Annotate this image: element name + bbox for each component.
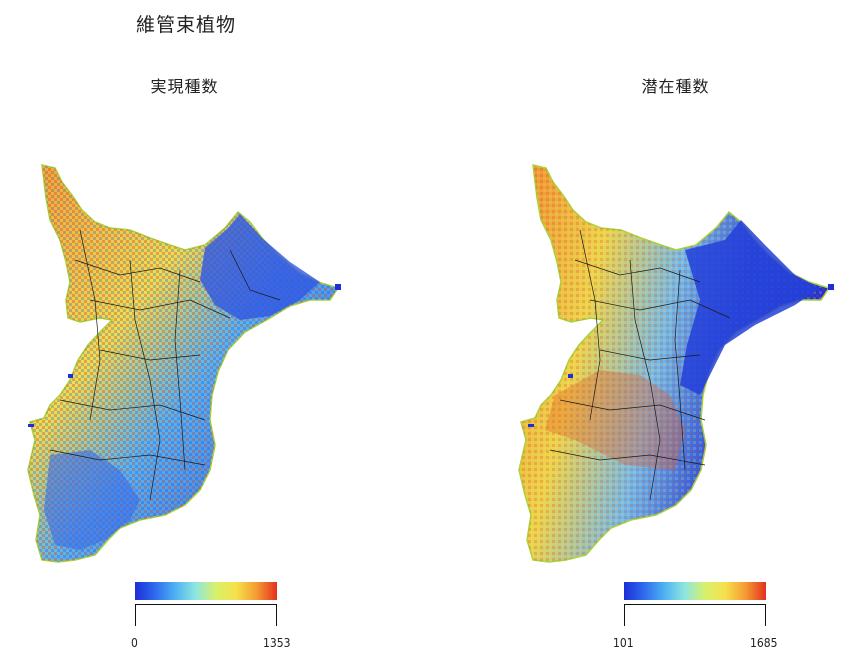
colorbar-realized: [135, 582, 277, 600]
scale-min-label: 0: [131, 636, 138, 650]
colorbar-potential: [624, 582, 766, 600]
panel-title: 潜在種数: [641, 77, 710, 96]
municipal-boundaries: [49, 229, 281, 501]
scale-max-label: 1685: [750, 636, 778, 650]
panel-title: 実現種数: [150, 77, 219, 96]
figure-title: 維管束植物: [136, 14, 237, 36]
municipal-boundaries: [549, 229, 731, 501]
panel-potential-species: 潜在種数: [425, 0, 850, 660]
chiba-map-potential: [518, 164, 834, 563]
panel-realized-species: 実現種数: [27, 77, 341, 650]
colorbar-bracket: [624, 604, 766, 626]
scale-min-label: 101: [613, 636, 634, 650]
chiba-map-realized: [27, 164, 341, 563]
scale-max-label: 1353: [263, 636, 291, 650]
colorbar-bracket: [135, 604, 277, 626]
